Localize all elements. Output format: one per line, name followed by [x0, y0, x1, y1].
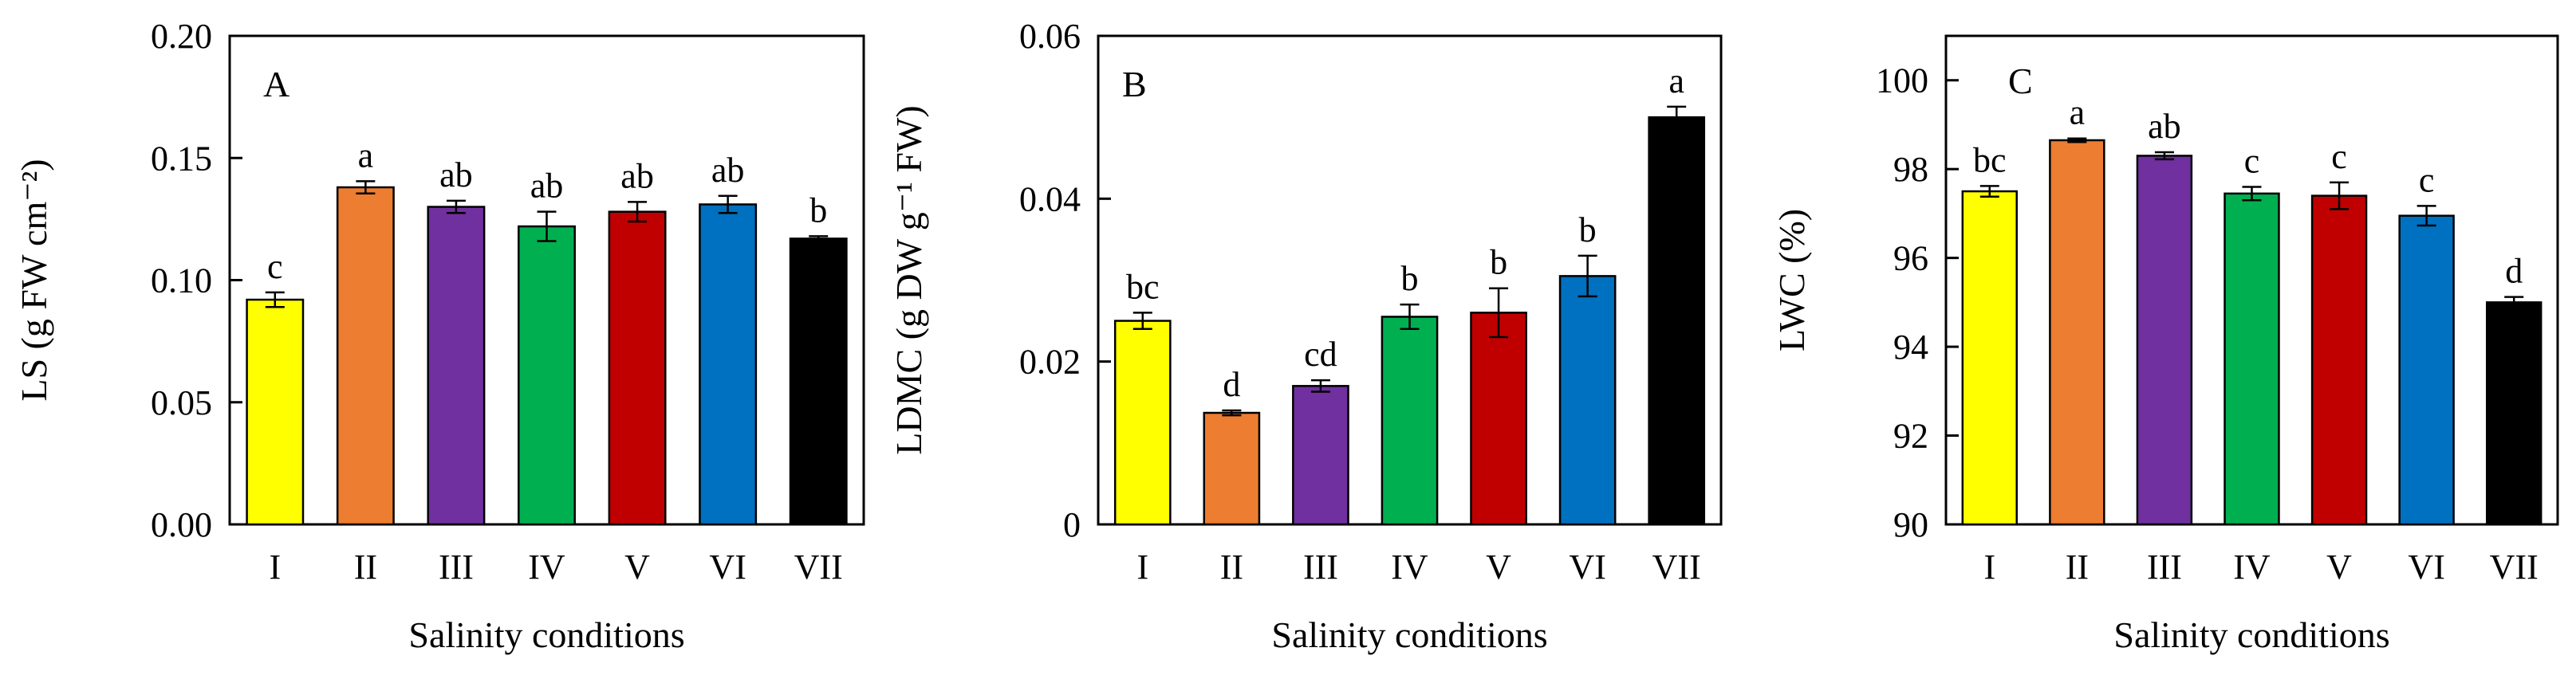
bar	[2049, 139, 2105, 526]
bar	[608, 210, 667, 526]
x-axis-title: Salinity conditions	[2113, 614, 2389, 655]
y-axis-title: LWC (%)	[1771, 209, 1812, 351]
x-tick-label: VII	[2490, 548, 2539, 587]
x-tick-label: II	[2066, 548, 2089, 587]
panel-letter: C	[2008, 61, 2033, 101]
bar	[1558, 275, 1617, 526]
x-tick-label: VII	[1652, 548, 1701, 587]
bar	[427, 206, 486, 526]
bar	[1381, 316, 1439, 526]
y-tick-label: 0.06	[1019, 17, 1081, 56]
x-tick-label: VI	[1569, 548, 1605, 587]
x-tick-label: II	[1220, 548, 1243, 587]
significance-label: a	[1668, 61, 1684, 100]
significance-label: d	[1223, 365, 1240, 404]
significance-label: b	[809, 190, 827, 230]
significance-label: b	[1490, 243, 1507, 282]
y-tick-label: 0	[1063, 505, 1081, 544]
bar	[2223, 192, 2280, 526]
x-tick-label: I	[1136, 548, 1148, 587]
bar	[2310, 194, 2368, 526]
significance-label: a	[2070, 93, 2086, 132]
significance-label: bc	[1973, 140, 2007, 179]
y-axis-title: LDMC (g DW g⁻¹ FW)	[888, 105, 929, 454]
y-tick-label: 92	[1893, 417, 1928, 456]
x-tick-label: III	[1303, 548, 1338, 587]
x-tick-label: V	[1486, 548, 1511, 587]
significance-label: bc	[1126, 267, 1160, 306]
y-tick-label: 100	[1876, 61, 1928, 100]
panel-A: 0.00 0.05 0.10 0.15 0.20 c Ia II ab III ab IV ab Vab V…	[14, 17, 865, 655]
x-tick-label: IV	[1391, 548, 1428, 587]
significance-label: c	[267, 247, 283, 286]
y-tick-label: 0.15	[151, 139, 212, 178]
bar	[1961, 190, 2019, 526]
x-tick-label: I	[1983, 548, 1995, 587]
significance-label: cd	[1304, 335, 1337, 374]
panel-B: 0 0.02 0.04 0.06 bc Id II cd III b IV b Vb VI a VII B Sal…	[888, 17, 1723, 655]
x-tick-label: II	[354, 548, 377, 587]
x-tick-label: V	[2326, 548, 2352, 587]
panel-C: 90 92 94 96 98 100 bc Ia II ab III c IV c Vc VI d VII C Sal…	[1771, 34, 2559, 655]
significance-label: c	[2419, 160, 2435, 199]
bar	[518, 225, 576, 526]
x-tick-label: IV	[2233, 548, 2271, 587]
panel-letter: B	[1122, 64, 1147, 104]
significance-label: c	[2244, 141, 2260, 180]
significance-label: ab	[439, 155, 473, 194]
x-tick-label: V	[624, 548, 650, 587]
bar	[2136, 155, 2193, 526]
panel-letter: A	[263, 64, 290, 104]
y-tick-label: 0.05	[151, 383, 212, 422]
bar	[1203, 411, 1261, 526]
x-axis-title: Salinity conditions	[408, 614, 684, 655]
y-tick-label: 0.00	[151, 505, 212, 544]
significance-label: ab	[2148, 107, 2181, 146]
x-axis-title: Salinity conditions	[1271, 614, 1547, 655]
y-tick-label: 0.02	[1019, 343, 1081, 382]
y-tick-label: 94	[1893, 328, 1928, 367]
bar	[336, 186, 395, 526]
x-tick-label: III	[439, 548, 474, 587]
y-tick-label: 0.04	[1019, 179, 1081, 218]
y-tick-label: 0.20	[151, 17, 212, 56]
significance-label: ab	[530, 167, 564, 206]
significance-label: a	[358, 135, 374, 175]
x-tick-label: I	[269, 548, 281, 587]
significance-label: ab	[711, 151, 745, 190]
bar	[1648, 116, 1706, 526]
bar	[1470, 312, 1527, 526]
significance-label: ab	[620, 156, 654, 195]
bar	[2398, 214, 2455, 526]
bar	[2485, 301, 2543, 526]
x-tick-label: VI	[709, 548, 746, 587]
bar	[699, 203, 758, 526]
bar	[1113, 320, 1172, 526]
x-tick-label: III	[2147, 548, 2182, 587]
y-tick-label: 98	[1893, 150, 1928, 189]
significance-label: b	[1401, 259, 1419, 298]
y-tick-label: 96	[1893, 239, 1928, 278]
significance-label: c	[2331, 137, 2347, 176]
bar	[246, 298, 305, 526]
y-tick-label: 0.10	[151, 261, 212, 300]
bar	[789, 237, 848, 526]
y-tick-label: 90	[1893, 505, 1928, 544]
y-axis-title: LS (g FW cm⁻²)	[14, 159, 54, 401]
significance-label: b	[1579, 210, 1597, 249]
bar	[1292, 385, 1349, 526]
x-tick-label: VI	[2408, 548, 2444, 587]
x-tick-label: IV	[528, 548, 565, 587]
x-tick-label: VII	[794, 548, 843, 587]
significance-label: d	[2505, 252, 2523, 291]
